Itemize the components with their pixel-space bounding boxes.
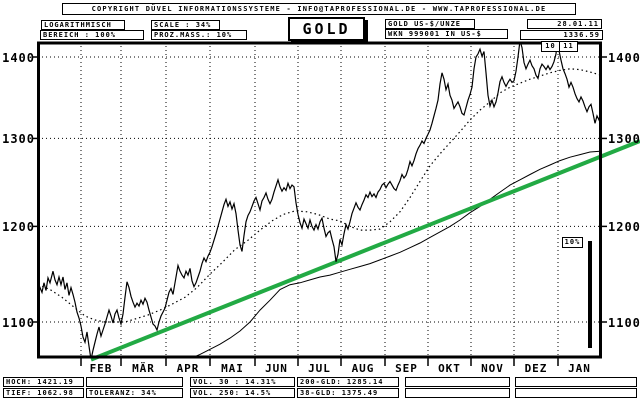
year-left-label: 10: [545, 42, 556, 50]
empty-stat-2: [405, 377, 510, 387]
month-label-mär: MÄR: [132, 362, 155, 375]
ma38-line: [39, 68, 600, 323]
tief-stat: TIEF: 1062.98: [3, 388, 84, 398]
y-axis-label-left: 1200: [2, 220, 35, 235]
year-right-label: 11: [563, 42, 574, 50]
empty-stat-3: [405, 388, 510, 398]
month-label-jun: JUN: [265, 362, 288, 375]
proz-mass-label: PROZ.MASS.: 10%: [151, 30, 247, 40]
month-label-jul: JUL: [308, 362, 331, 375]
price-line: [39, 43, 600, 357]
y-axis-label-right: 1400: [608, 51, 640, 65]
quote-date-label: 28.01.11: [527, 19, 602, 29]
last-price-label: 1336.59: [520, 30, 603, 40]
y-axis-label-left: 1400: [2, 51, 35, 65]
instrument-name-label: GOLD US-$/UNZE: [385, 19, 475, 29]
month-label-mai: MAI: [221, 362, 244, 375]
vol-scale-label: 10%: [562, 237, 583, 248]
month-label-feb: FEB: [89, 362, 113, 375]
year-change-marker: 10 11: [541, 41, 578, 52]
gld200-stat: 200-GLD: 1285.14: [297, 377, 399, 387]
hoch-stat: HOCH: 1421.19: [3, 377, 84, 387]
wkn-label: WKN 999001 IN US-$: [385, 29, 508, 39]
month-label-aug: AUG: [351, 362, 375, 375]
y-axis-label-right: 1200: [608, 220, 640, 235]
y-axis-label-right: 1300: [608, 132, 640, 147]
year-divider: [559, 42, 560, 51]
month-label-dez: DEZ: [524, 362, 548, 375]
vol30-stat: VOL. 30 : 14.31%: [190, 377, 295, 387]
scale-mode-label: LOGARITHMISCH: [41, 20, 125, 30]
empty-stat-1: [86, 377, 183, 387]
plot-frame: [37, 41, 602, 359]
scale-percent-label: SCALE : 34%: [151, 20, 220, 30]
y-axis-label-left: 1300: [2, 132, 35, 147]
trend-line: [90, 139, 640, 362]
month-label-sep: SEP: [395, 362, 418, 375]
month-label-nov: NOV: [481, 362, 504, 375]
empty-stat-5: [515, 388, 637, 398]
vol250-stat: VOL. 250: 14.5%: [190, 388, 295, 398]
bereich-label: BEREICH : 100%: [40, 30, 144, 40]
y-axis-label-right: 1100: [608, 316, 640, 330]
gld38-stat: 38-GLD: 1375.49: [297, 388, 399, 398]
empty-stat-4: [515, 377, 637, 387]
y-axis-label-left: 1100: [2, 316, 35, 330]
month-label-apr: APR: [176, 362, 200, 375]
ma200-line: [192, 150, 600, 357]
toleranz-stat: TOLERANZ: 34%: [86, 388, 183, 398]
month-label-okt: OKT: [438, 362, 461, 375]
month-label-jan: JAN: [568, 362, 591, 375]
copyright-bar: COPYRIGHT DÜVEL INFORMATIONSSYSTEME - IN…: [62, 3, 576, 15]
instrument-title: GOLD: [288, 17, 365, 41]
